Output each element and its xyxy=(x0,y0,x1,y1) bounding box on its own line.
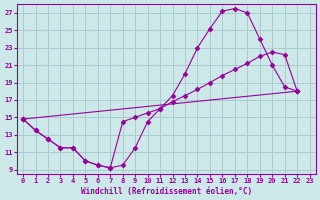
X-axis label: Windchill (Refroidissement éolien,°C): Windchill (Refroidissement éolien,°C) xyxy=(81,187,252,196)
